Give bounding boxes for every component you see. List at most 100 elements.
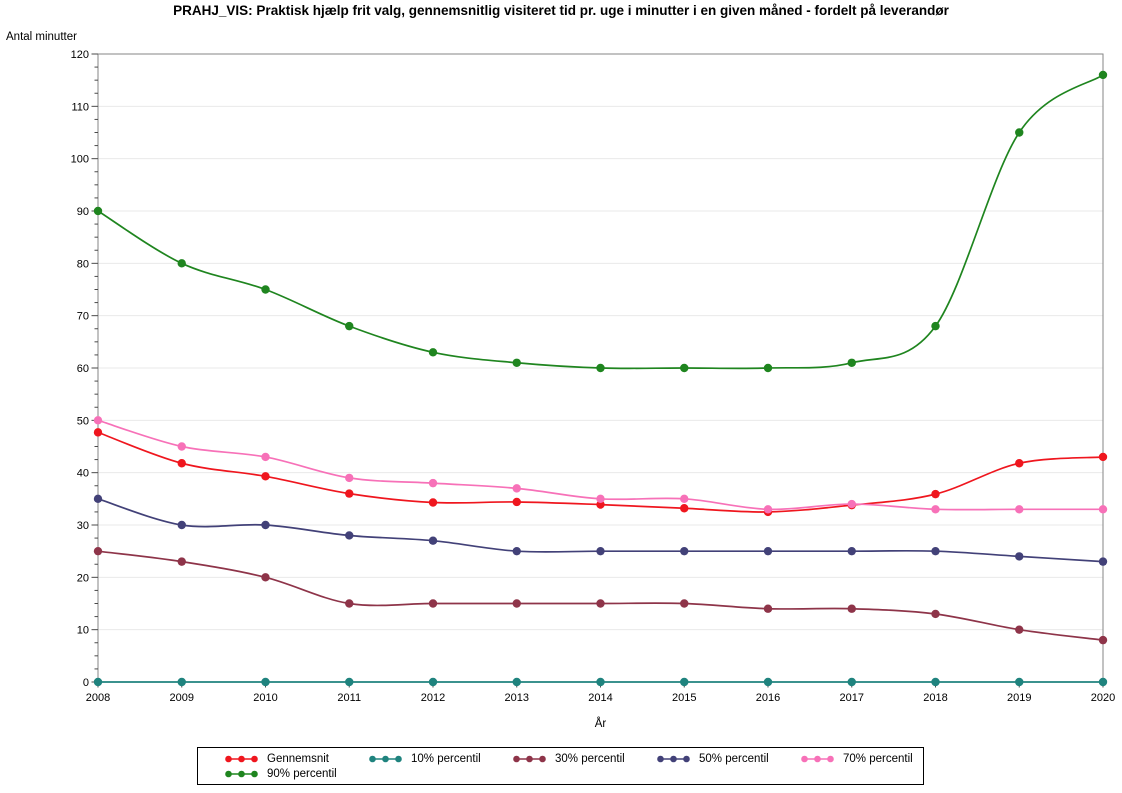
data-point-10-percentil — [261, 677, 270, 687]
data-point-10-percentil — [680, 677, 689, 687]
data-point-50-percentil — [428, 536, 438, 545]
data-point-30-percentil — [261, 573, 270, 582]
data-point-30-percentil — [512, 599, 521, 608]
x-tick-label: 2015 — [672, 692, 696, 704]
data-point-gennemsnit — [512, 497, 521, 507]
data-point-90-percentil — [1015, 128, 1024, 137]
data-point-90-percentil — [261, 285, 270, 294]
legend-item-50-percentil: 50% percentil — [656, 751, 800, 766]
legend-label: Gennemsnit — [267, 752, 330, 765]
y-tick-label: 50 — [77, 415, 89, 427]
data-point-10-percentil — [847, 677, 856, 687]
plot-area: 0 10 20 30 40 50 60 70 80 90 100 110 120 2008 2009 2010… — [71, 49, 1116, 704]
legend-item-90-percentil: 90% percentil — [224, 766, 368, 781]
data-point-10-percentil — [512, 677, 521, 687]
data-point-30-percentil — [177, 557, 186, 566]
y-tick-label: 20 — [77, 572, 89, 584]
data-point-70-percentil — [1015, 505, 1024, 514]
data-point-gennemsnit — [931, 489, 940, 499]
legend-label: 30% percentil — [555, 752, 625, 765]
x-tick-label: 2012 — [421, 692, 445, 704]
data-point-30-percentil — [428, 599, 438, 608]
data-point-90-percentil — [345, 321, 354, 331]
y-tick-label: 80 — [77, 258, 89, 270]
data-point-gennemsnit — [680, 504, 689, 513]
data-point-30-percentil — [763, 604, 773, 613]
legend-swatch-90-percentil-icon — [225, 770, 258, 777]
y-tick-label: 110 — [71, 101, 89, 113]
data-point-70-percentil — [177, 442, 186, 451]
data-point-50-percentil — [512, 546, 521, 556]
y-tick-label: 90 — [77, 206, 89, 218]
data-point-50-percentil — [1098, 557, 1108, 566]
data-point-70-percentil — [428, 478, 438, 488]
data-point-90-percentil — [763, 363, 773, 373]
y-axis-title: Antal minutter — [6, 31, 77, 43]
y-tick-label: 10 — [77, 625, 89, 637]
data-point-90-percentil — [512, 358, 521, 367]
legend-label: 90% percentil — [267, 767, 337, 780]
data-point-50-percentil — [596, 546, 605, 556]
data-point-70-percentil — [345, 473, 354, 483]
y-tick-label: 60 — [77, 363, 89, 375]
data-point-90-percentil — [596, 363, 605, 373]
data-point-10-percentil — [1015, 677, 1024, 687]
data-point-30-percentil — [93, 546, 103, 556]
data-point-10-percentil — [931, 677, 940, 687]
data-point-10-percentil — [763, 677, 773, 687]
x-tick-label: 2018 — [923, 692, 947, 704]
y-tick-label: 40 — [77, 468, 89, 480]
data-point-gennemsnit — [596, 500, 605, 509]
data-point-50-percentil — [93, 494, 103, 504]
data-point-70-percentil — [93, 416, 103, 425]
legend-swatch-70-percentil-icon — [801, 755, 834, 762]
legend-item-gennemsnit: Gennemsnit — [224, 751, 368, 766]
data-point-30-percentil — [596, 599, 605, 608]
x-tick-label: 2016 — [756, 692, 780, 704]
legend-swatch-10-percentil-icon — [369, 755, 402, 762]
data-point-50-percentil — [680, 546, 689, 556]
data-point-gennemsnit — [93, 428, 103, 437]
data-point-10-percentil — [596, 677, 605, 687]
y-tick-label: 30 — [77, 520, 89, 532]
data-point-70-percentil — [1098, 505, 1108, 514]
data-point-gennemsnit — [428, 498, 438, 507]
data-point-10-percentil — [1098, 677, 1108, 687]
x-tick-label: 2011 — [337, 692, 361, 704]
legend-label: 70% percentil — [843, 752, 913, 765]
data-point-30-percentil — [931, 609, 940, 619]
x-tick-label: 2020 — [1091, 692, 1115, 704]
data-point-90-percentil — [847, 358, 856, 367]
y-tick-label: 120 — [71, 49, 89, 61]
data-point-90-percentil — [680, 363, 689, 373]
legend-item-10-percentil: 10% percentil — [368, 751, 512, 766]
x-tick-label: 2009 — [170, 692, 194, 704]
data-point-30-percentil — [345, 599, 354, 608]
data-point-gennemsnit — [1098, 452, 1108, 462]
legend-swatch-50-percentil-icon — [657, 755, 690, 762]
data-point-30-percentil — [847, 604, 856, 613]
chart-title: PRAHJ_VIS: Praktisk hjælp frit valg, gen… — [173, 3, 949, 18]
x-tick-label: 2013 — [505, 692, 529, 704]
data-point-50-percentil — [763, 546, 773, 556]
data-point-10-percentil — [428, 677, 438, 687]
data-point-10-percentil — [93, 677, 103, 687]
legend-label: 50% percentil — [699, 752, 769, 765]
data-point-70-percentil — [680, 494, 689, 504]
data-point-90-percentil — [93, 206, 103, 216]
data-point-50-percentil — [177, 520, 186, 530]
data-point-90-percentil — [177, 259, 186, 268]
legend: Gennemsnit 10% percentil 30% percentil 5… — [197, 747, 924, 785]
series-line-30-percentil — [97, 550, 1104, 641]
data-point-50-percentil — [1015, 552, 1024, 561]
data-point-gennemsnit — [177, 459, 186, 468]
x-axis-title: År — [594, 718, 607, 730]
legend-item-70-percentil: 70% percentil — [800, 751, 920, 766]
x-tick-label: 2014 — [588, 692, 612, 704]
data-point-70-percentil — [763, 505, 773, 514]
x-tick-label: 2010 — [253, 692, 277, 704]
data-point-gennemsnit — [345, 489, 354, 498]
data-point-50-percentil — [345, 531, 354, 540]
x-tick-label: 2017 — [840, 692, 864, 704]
data-point-10-percentil — [345, 677, 354, 687]
